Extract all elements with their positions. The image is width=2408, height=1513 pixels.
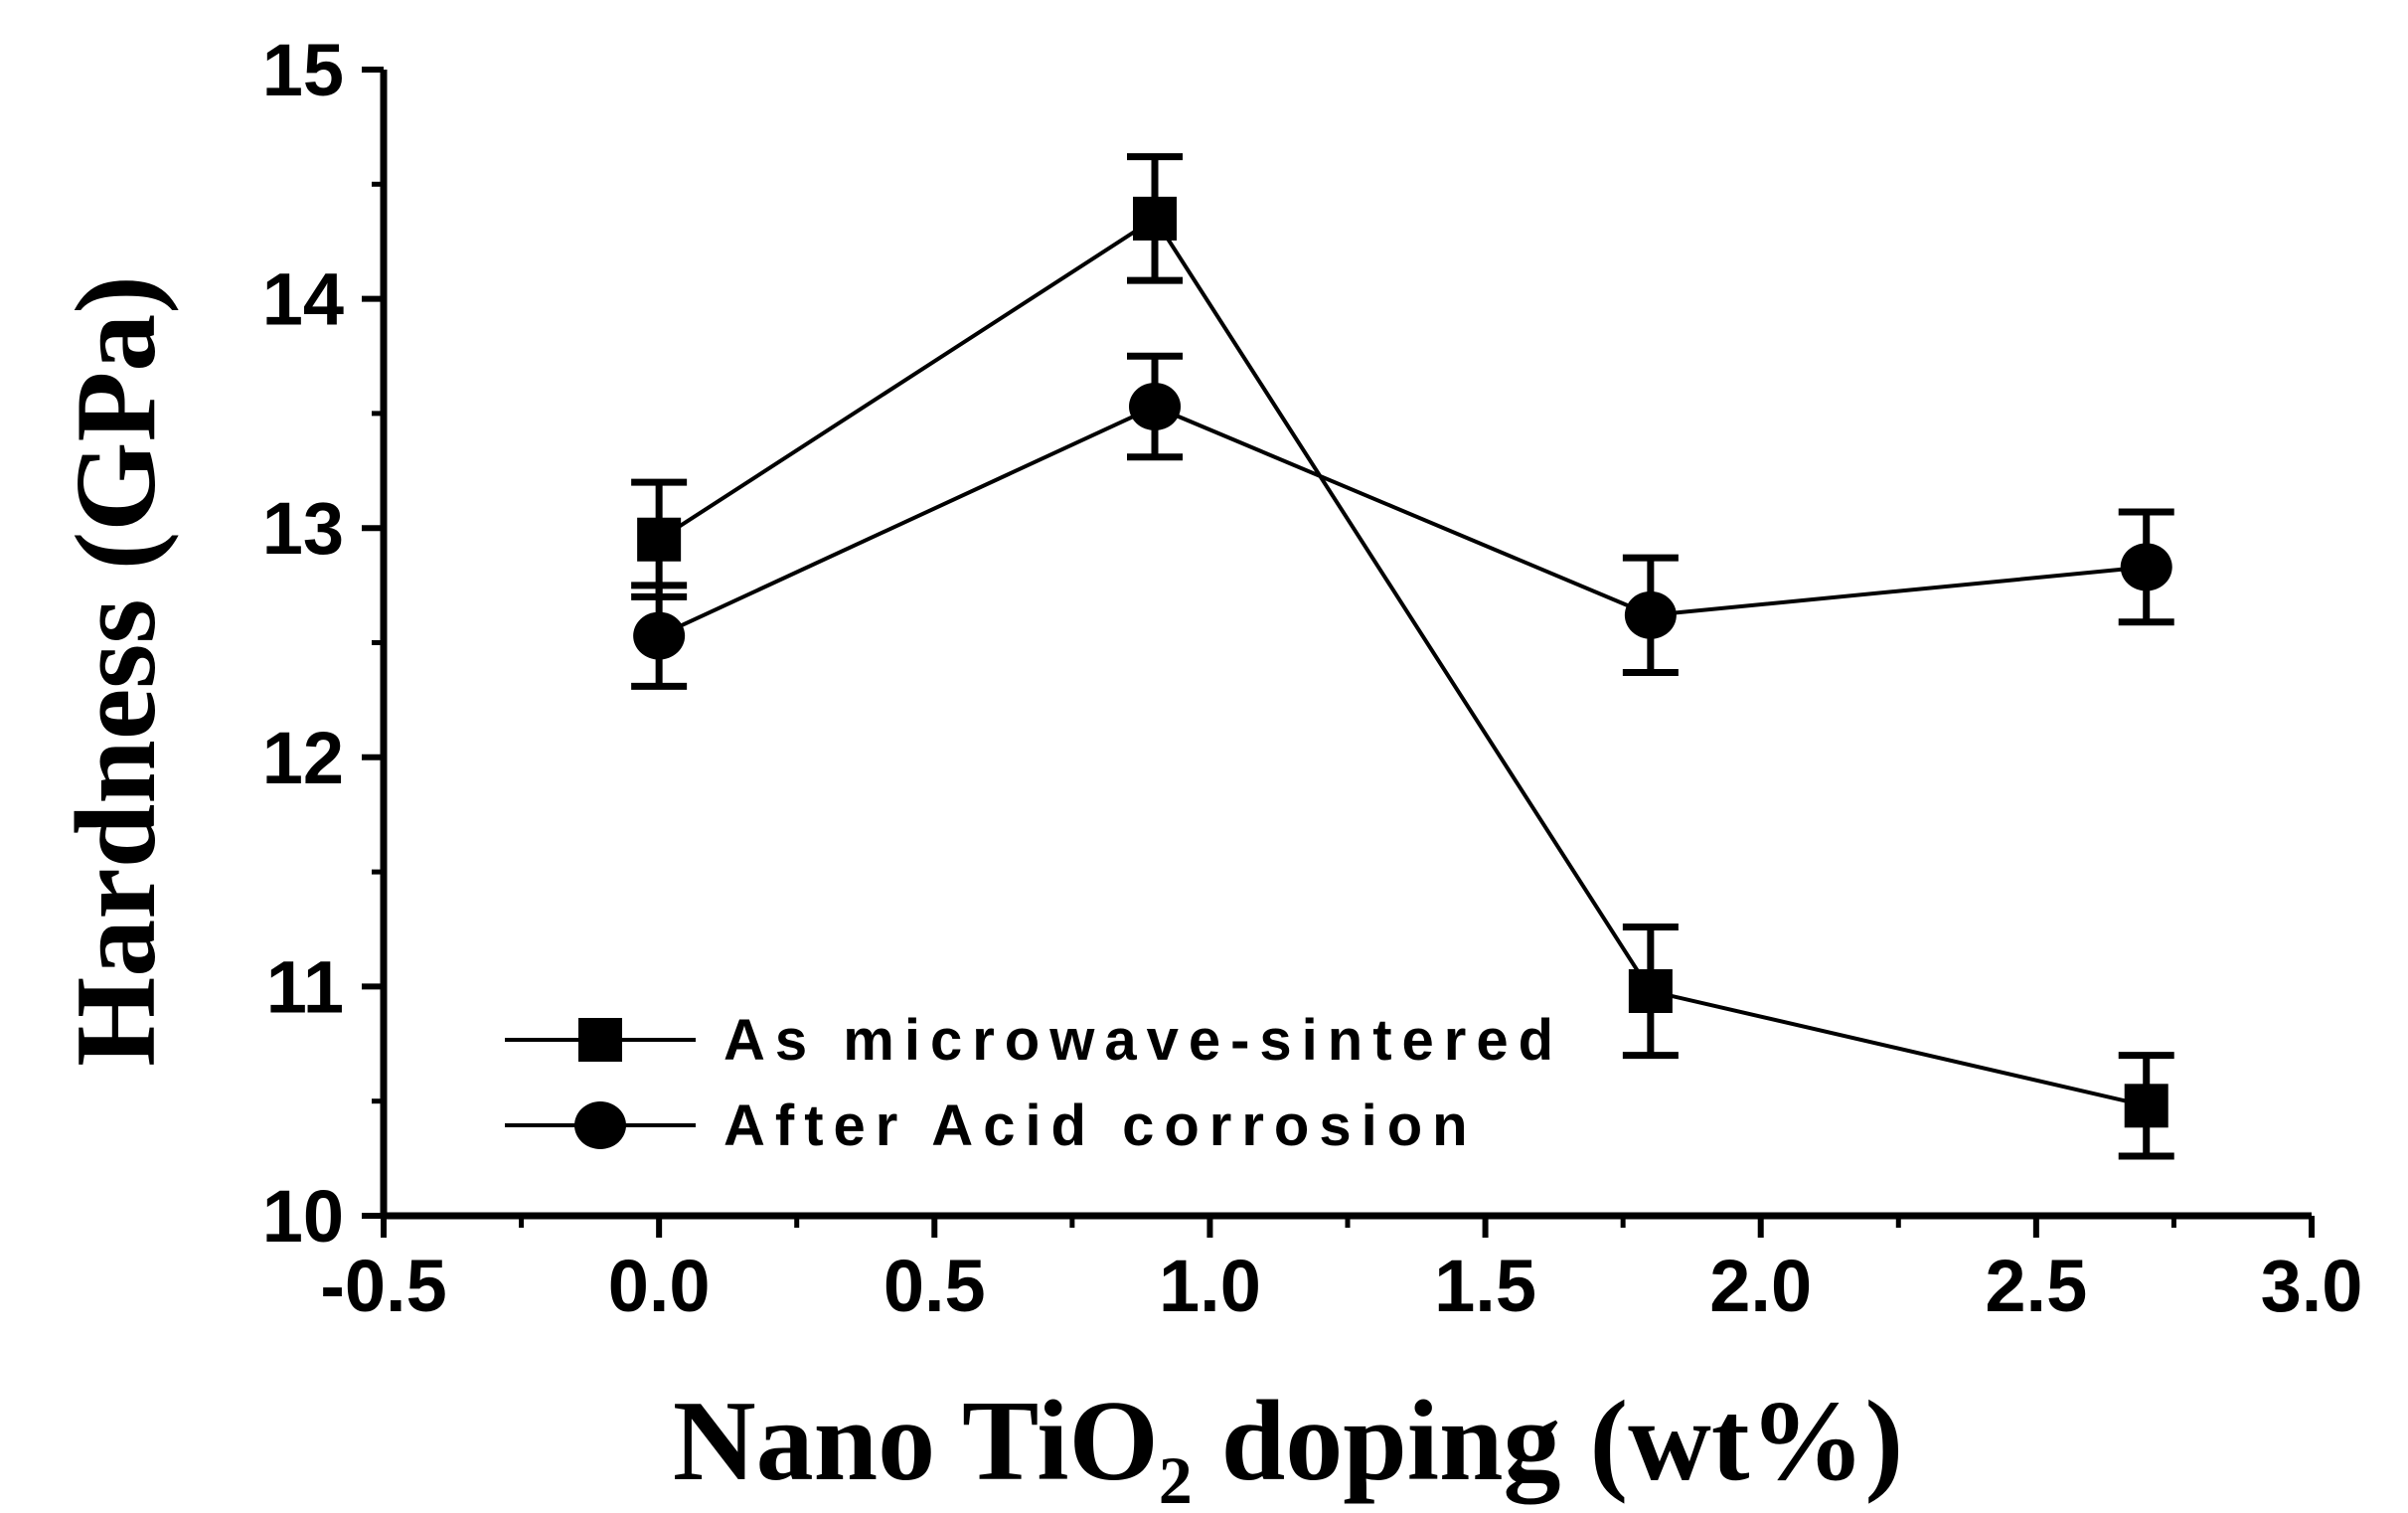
y-tick-label: 10 xyxy=(262,1175,344,1258)
x-tick-label: 0.0 xyxy=(608,1245,711,1327)
y-tick-label: 11 xyxy=(266,945,344,1028)
legend-label: As microwave-sintered xyxy=(723,1008,1563,1073)
data-point xyxy=(633,611,686,660)
legend-label: After Acid corrosion xyxy=(723,1093,1478,1158)
data-point xyxy=(1628,969,1673,1014)
series-line xyxy=(658,216,2148,1108)
y-tick-label: 15 xyxy=(262,29,344,111)
x-tick-label: 0.5 xyxy=(883,1245,986,1327)
series xyxy=(631,153,2174,1160)
y-tick-label: 13 xyxy=(262,487,344,570)
x-tick-label: -0.5 xyxy=(320,1245,447,1327)
ticks: -0.5 0.0 0.5 1.0 1.5 2.0 2.5 3.0 10 11 12 13 14 15 xyxy=(262,29,2363,1327)
x-tick-label: 1.5 xyxy=(1434,1245,1536,1327)
data-point xyxy=(2120,543,2172,591)
x-tick-label: 1.0 xyxy=(1159,1245,1261,1327)
x-axis-title: Nano TiO2 doping (wt%) xyxy=(673,1378,1903,1513)
series-line xyxy=(658,404,2147,638)
data-point xyxy=(2124,1084,2168,1128)
legend-marker xyxy=(578,1018,622,1062)
y-tick-label: 12 xyxy=(262,717,344,799)
legend: As microwave-sintered After Acid corrosio… xyxy=(505,1008,1563,1158)
series-after-acid-corrosion xyxy=(631,352,2174,690)
x-tick-label: 3.0 xyxy=(2261,1245,2363,1327)
legend-entry: After Acid corrosion xyxy=(505,1093,1478,1158)
data-point xyxy=(1624,590,1677,639)
legend-marker xyxy=(574,1101,626,1149)
legend-entry: As microwave-sintered xyxy=(505,1008,1563,1073)
x-tick-label: 2.5 xyxy=(1985,1245,2087,1327)
x-tick-label: 2.0 xyxy=(1709,1245,1812,1327)
data-point xyxy=(1129,382,1181,430)
series-as-microwave-sintered xyxy=(631,153,2174,1160)
data-point xyxy=(637,517,682,562)
data-point xyxy=(1133,196,1177,241)
y-axis-title: Hardness (GPa) xyxy=(53,275,180,1067)
y-tick-label: 14 xyxy=(262,258,344,341)
